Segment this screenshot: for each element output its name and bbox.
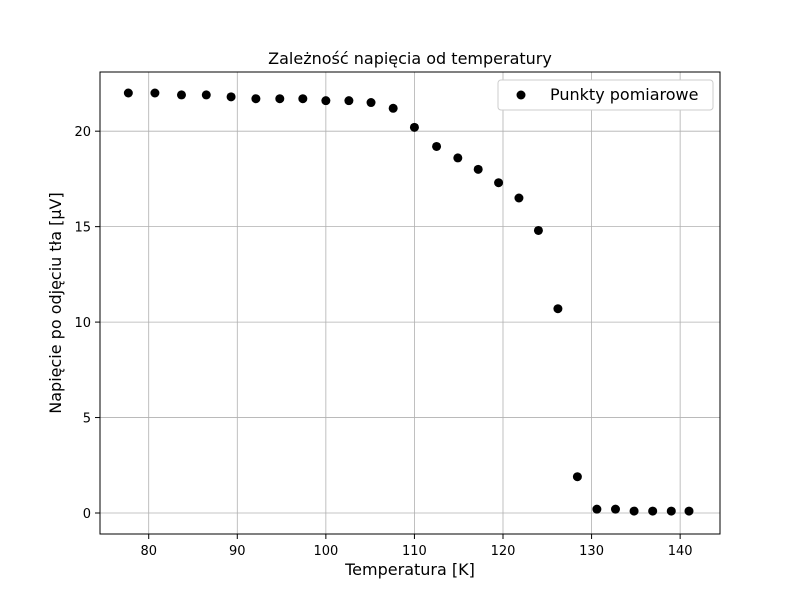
data-point	[610, 504, 620, 514]
data-point	[648, 506, 658, 516]
y-tick-label: 0	[83, 507, 91, 522]
legend-box	[497, 79, 714, 111]
y-tick-label: 20	[74, 125, 91, 140]
data-point	[409, 122, 419, 132]
legend: Punkty pomiarowe	[497, 79, 714, 111]
data-point	[592, 504, 602, 514]
y-tick-label: 15	[74, 221, 91, 236]
data-point	[201, 90, 211, 100]
data-point	[629, 506, 639, 516]
x-tick-label: 140	[668, 544, 693, 559]
data-point	[298, 94, 308, 104]
data-point	[453, 153, 463, 163]
x-axis-label: Temperatura [K]	[344, 560, 475, 579]
data-point	[388, 103, 398, 113]
data-point	[251, 94, 261, 104]
data-point	[494, 178, 504, 188]
x-tick-label: 120	[491, 544, 516, 559]
data-point	[666, 506, 676, 516]
data-point	[344, 96, 354, 106]
data-point	[432, 141, 442, 151]
data-point	[123, 88, 133, 98]
x-tick-label: 80	[140, 544, 157, 559]
data-point	[533, 225, 543, 235]
data-point	[473, 164, 483, 174]
legend-label: Punkty pomiarowe	[550, 85, 698, 104]
data-point	[366, 98, 376, 108]
data-point	[176, 90, 186, 100]
x-tick-label: 110	[402, 544, 427, 559]
data-point	[226, 92, 236, 102]
data-point	[514, 193, 524, 203]
legend-marker	[516, 90, 526, 100]
x-tick-label: 100	[313, 544, 338, 559]
data-point	[572, 472, 582, 482]
chart-title: Zależność napięcia od temperatury	[268, 49, 552, 68]
plot-frame	[99, 71, 721, 535]
y-tick-label: 10	[74, 316, 91, 331]
x-tick-label: 130	[579, 544, 604, 559]
data-point	[553, 304, 563, 314]
x-tick-label: 90	[229, 544, 246, 559]
data-point	[275, 94, 285, 104]
data-point	[321, 96, 331, 106]
y-tick-label: 5	[83, 412, 91, 427]
y-axis-label: Napięcie po odjęciu tła [μV]	[46, 192, 65, 413]
grid-lines	[100, 72, 720, 534]
data-point	[684, 506, 694, 516]
data-points	[123, 88, 694, 516]
data-point	[150, 88, 160, 98]
axis-ticks: 80 90 100 110 120 130 140 0 5 10 15 20	[74, 125, 692, 559]
